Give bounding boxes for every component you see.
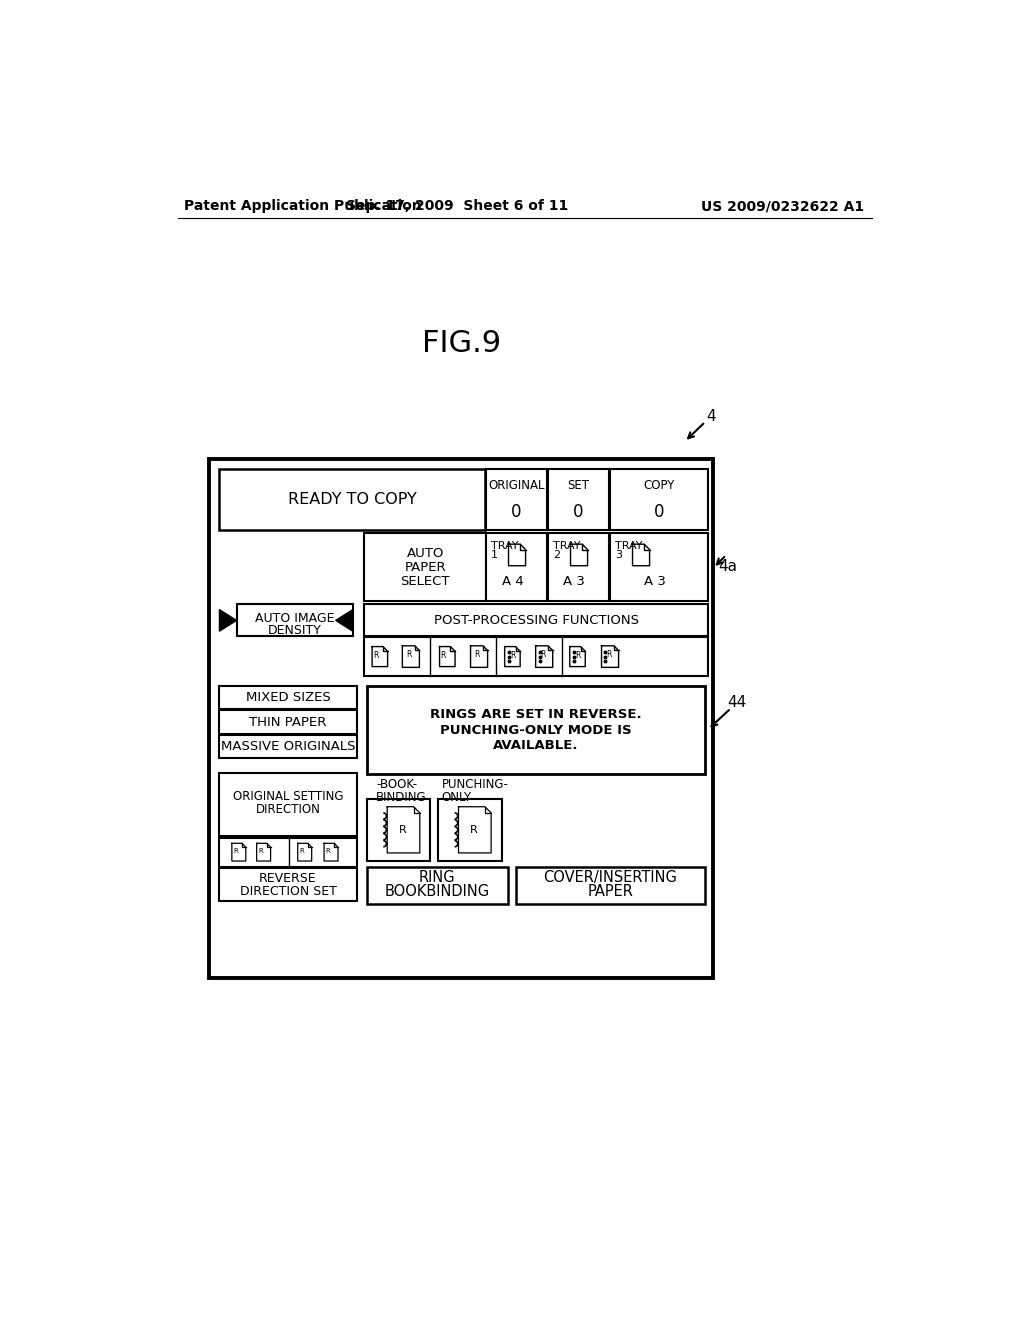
Text: -BOOK-: -BOOK- [376,777,417,791]
Bar [486,469,547,531]
Text: BINDING: BINDING [376,791,427,804]
Text: COVER/INSERTING: COVER/INSERTING [544,870,677,886]
Text: PUNCHING-ONLY MODE IS: PUNCHING-ONLY MODE IS [440,723,632,737]
Bar [219,838,356,867]
Bar [438,799,502,861]
Text: US 2009/0232622 A1: US 2009/0232622 A1 [701,199,864,213]
Text: A 3: A 3 [563,574,586,587]
Bar [237,605,352,636]
Text: R: R [258,849,263,854]
Polygon shape [219,610,237,631]
Bar [486,533,547,601]
Text: R: R [470,825,477,834]
Text: POST-PROCESSING FUNCTIONS: POST-PROCESSING FUNCTIONS [433,614,639,627]
Bar [219,469,484,531]
Text: R: R [398,825,407,834]
Text: A 4: A 4 [502,574,523,587]
Text: 0: 0 [511,503,521,521]
Text: PUNCHING-: PUNCHING- [442,777,509,791]
Text: R: R [440,651,446,660]
Bar [219,869,356,902]
Bar [209,459,713,978]
Text: REVERSE: REVERSE [259,873,316,886]
Text: AVAILABLE.: AVAILABLE. [494,739,579,752]
Text: FIG.9: FIG.9 [422,329,501,358]
Text: RINGS ARE SET IN REVERSE.: RINGS ARE SET IN REVERSE. [430,709,642,721]
Text: MIXED SIZES: MIXED SIZES [246,690,331,704]
Text: COPY: COPY [643,479,675,492]
Text: 44: 44 [727,696,746,710]
Text: AUTO: AUTO [407,546,443,560]
Text: ORIGINAL: ORIGINAL [488,479,545,492]
Text: R: R [374,651,379,660]
Text: ONLY: ONLY [442,791,472,804]
Bar [365,638,708,676]
Bar [515,867,706,904]
Text: 0: 0 [653,503,665,521]
Bar [365,533,486,601]
Text: PAPER: PAPER [588,884,634,899]
Text: PAPER: PAPER [404,561,446,574]
Text: TRAY: TRAY [553,541,581,550]
Bar [548,469,608,531]
Text: TRAY: TRAY [614,541,642,550]
Text: AUTO IMAGE: AUTO IMAGE [255,611,335,624]
Text: A 3: A 3 [644,574,666,587]
Text: ORIGINAL SETTING: ORIGINAL SETTING [232,791,343,804]
Text: RING: RING [419,870,456,886]
Text: DIRECTION: DIRECTION [256,803,321,816]
Text: 2: 2 [553,550,560,560]
Bar [610,533,708,601]
Bar [365,605,708,636]
Bar [219,710,356,734]
Text: 0: 0 [573,503,584,521]
Text: BOOKBINDING: BOOKBINDING [385,884,489,899]
Text: 4a: 4a [719,558,737,574]
Bar [548,533,608,601]
Text: Sep. 17, 2009  Sheet 6 of 11: Sep. 17, 2009 Sheet 6 of 11 [346,199,568,213]
Text: 4: 4 [706,409,716,424]
Text: SET: SET [567,479,589,492]
Text: R: R [326,849,331,854]
Text: READY TO COPY: READY TO COPY [288,492,417,507]
Bar [219,735,356,758]
Bar [367,867,508,904]
Text: THIN PAPER: THIN PAPER [250,715,327,729]
Text: R: R [233,849,239,854]
Text: TRAY: TRAY [490,541,518,550]
Text: R: R [606,649,611,659]
Bar [367,799,430,861]
Bar [367,686,706,775]
Text: 1: 1 [490,550,498,560]
Bar [219,774,356,836]
Text: R: R [575,651,581,660]
Text: R: R [511,651,516,660]
Text: DIRECTION SET: DIRECTION SET [240,884,337,898]
Text: R: R [474,649,479,659]
Text: SELECT: SELECT [400,574,450,587]
Bar [219,686,356,709]
Text: 3: 3 [614,550,622,560]
Text: R: R [299,849,304,854]
Bar [610,469,708,531]
Text: DENSITY: DENSITY [267,624,322,638]
Polygon shape [336,610,352,631]
Text: R: R [406,649,412,659]
Text: Patent Application Publication: Patent Application Publication [183,199,422,213]
Text: MASSIVE ORIGINALS: MASSIVE ORIGINALS [221,741,355,754]
Text: R: R [540,649,546,659]
